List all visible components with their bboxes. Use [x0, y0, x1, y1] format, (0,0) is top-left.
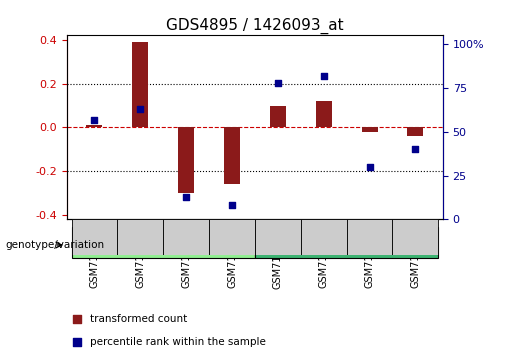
Text: transformed count: transformed count [90, 314, 187, 324]
FancyBboxPatch shape [72, 227, 255, 258]
Point [182, 194, 190, 200]
Point [274, 80, 282, 86]
Bar [178, 127, 194, 193]
Bar [132, 42, 148, 127]
Bar [362, 127, 377, 132]
FancyBboxPatch shape [392, 219, 438, 255]
Bar [270, 105, 286, 127]
Point [73, 316, 81, 321]
Bar [87, 125, 102, 127]
Bar [407, 127, 423, 136]
Point [136, 106, 144, 112]
Title: GDS4895 / 1426093_at: GDS4895 / 1426093_at [166, 18, 344, 34]
Point [90, 117, 98, 122]
Point [320, 73, 328, 79]
FancyBboxPatch shape [117, 219, 163, 255]
FancyBboxPatch shape [72, 219, 117, 255]
Text: SIRT1 null: SIRT1 null [135, 238, 191, 247]
FancyBboxPatch shape [209, 219, 255, 255]
Bar [224, 127, 240, 184]
Bar [316, 101, 332, 127]
FancyBboxPatch shape [255, 219, 301, 255]
Point [411, 147, 420, 152]
Text: wild type: wild type [321, 238, 372, 247]
Text: percentile rank within the sample: percentile rank within the sample [90, 337, 266, 347]
Point [366, 164, 374, 170]
Text: genotype/variation: genotype/variation [5, 240, 104, 250]
FancyBboxPatch shape [301, 219, 347, 255]
Point [228, 202, 236, 208]
FancyBboxPatch shape [347, 219, 392, 255]
Point [73, 339, 81, 345]
FancyBboxPatch shape [255, 227, 438, 258]
FancyBboxPatch shape [163, 219, 209, 255]
